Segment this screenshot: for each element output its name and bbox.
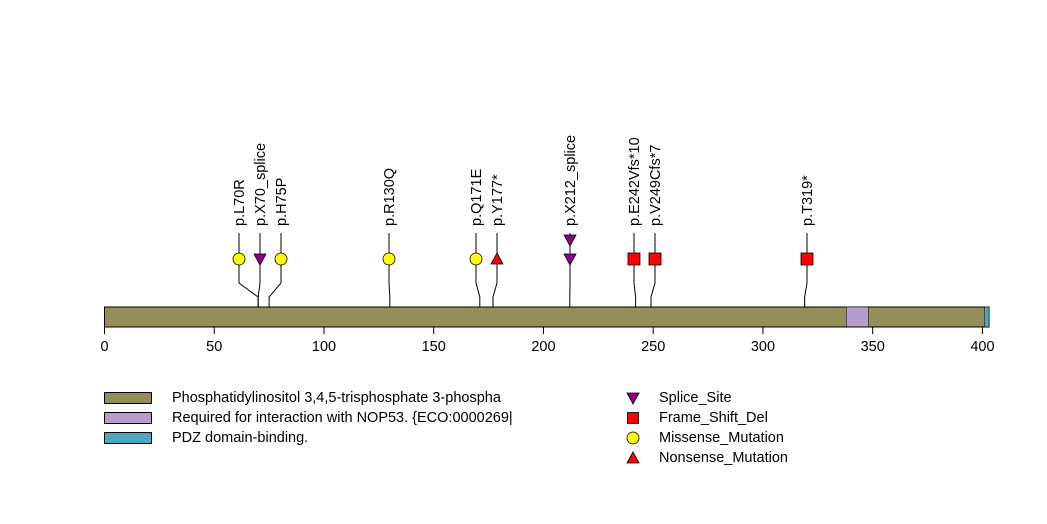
lollipop-plot: 0 50 100 150 200 250 300 350 400 p.L70R p.X70_spli…: [100, 135, 994, 355]
missense-marker: [469, 252, 483, 266]
splice-site-icon: [626, 392, 640, 405]
frame-shift-marker: [800, 252, 814, 266]
nonsense-mutation-icon: [626, 451, 640, 464]
mutation-stem: [388, 259, 391, 307]
missense-marker: [382, 252, 396, 266]
domain-legend-label: PDZ domain-binding.: [172, 430, 309, 446]
missense-marker: [274, 252, 288, 266]
domain-swatch-3: [104, 432, 152, 444]
x-tick-label: 250: [641, 339, 665, 355]
x-tick-label: 50: [206, 339, 222, 355]
splice-marker: [563, 253, 577, 266]
mutation-label: p.X212_splice: [563, 135, 579, 226]
domain-legend-label: Required for interaction with NOP53. {EC…: [172, 410, 513, 426]
mutation-stem: [257, 259, 261, 307]
mutation-stem: [268, 259, 282, 307]
domain-swatch-2: [104, 412, 152, 424]
mutation-legend-label: Nonsense_Mutation: [659, 450, 788, 466]
mutation-label: p.H75P: [274, 178, 290, 226]
frame-shift-marker: [648, 252, 662, 266]
mutation-label: p.T319*: [800, 175, 816, 226]
domain-block: [846, 306, 869, 328]
mutation-stem: [475, 259, 481, 307]
mutation-legend-label: Frame_Shift_Del: [659, 410, 768, 426]
mutation-label: p.X70_splice: [253, 143, 269, 226]
mutation-label: p.L70R: [232, 179, 248, 226]
mutation-legend-label: Splice_Site: [659, 390, 732, 406]
mutation-label: p.Y177*: [490, 174, 506, 226]
x-tick-label: 350: [861, 339, 885, 355]
x-tick-label: 200: [531, 339, 555, 355]
x-tick-label: 300: [751, 339, 775, 355]
mutation-legend-label: Missense_Mutation: [659, 430, 784, 446]
domain-swatch-1: [104, 392, 152, 404]
x-tick-label: 100: [312, 339, 336, 355]
mutation-stem: [492, 259, 498, 307]
mutation-label: p.E242Vfs*10: [627, 137, 643, 226]
mutation-stem: [650, 259, 656, 307]
mutation-label: p.Q171E: [469, 168, 485, 226]
mutation-label: p.R130Q: [382, 168, 398, 226]
x-tick-label: 150: [422, 339, 446, 355]
domain-block: [984, 306, 990, 328]
missense-mutation-icon: [626, 431, 640, 445]
domain-legend-label: Phosphatidylinositol 3,4,5-trisphosphate…: [172, 390, 501, 406]
nonsense-marker: [490, 252, 504, 265]
splice-marker: [563, 234, 577, 247]
x-tick-label: 400: [970, 339, 994, 355]
mutation-label: p.V249Cfs*7: [648, 145, 664, 226]
mutation-stem: [633, 259, 637, 307]
missense-marker: [232, 252, 246, 266]
splice-marker: [253, 253, 267, 266]
frame-shift-del-icon: [627, 412, 639, 424]
x-tick-label: 0: [100, 339, 108, 355]
mutation-stem: [804, 259, 808, 307]
mutation-stem: [238, 259, 259, 307]
frame-shift-marker: [627, 252, 641, 266]
